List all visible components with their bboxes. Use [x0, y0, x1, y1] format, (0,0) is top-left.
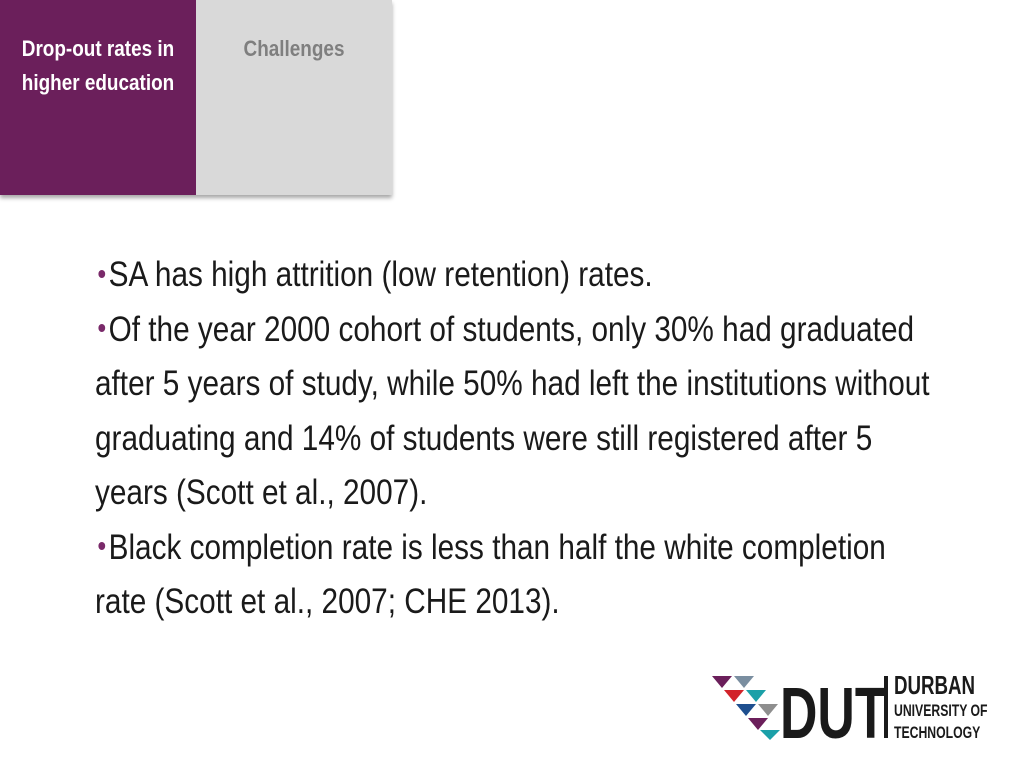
logo-shape — [760, 730, 780, 740]
logo-name-line: UNIVERSITY OF — [894, 702, 988, 720]
bullet-dot — [98, 324, 106, 333]
logo-shape — [712, 676, 732, 688]
logo-shape — [746, 690, 766, 702]
bullet: Black completion rate is less than half … — [95, 521, 945, 630]
bullet-dot — [98, 269, 106, 278]
logo-shape — [736, 704, 756, 716]
logo-name-line: TECHNOLOGY — [894, 724, 980, 742]
logo-mark: DUT — [780, 674, 887, 742]
tab-label: Drop-out rates in higher education — [21, 36, 175, 95]
logo-shape — [748, 718, 768, 730]
logo-divider — [884, 676, 888, 738]
bullet: SA has high attrition (low retention) ra… — [95, 248, 945, 303]
tab-label: Challenges — [243, 36, 345, 61]
bullet-list: SA has high attrition (low retention) ra… — [95, 248, 945, 630]
logo-shape — [758, 704, 778, 716]
bullet: Of the year 2000 cohort of students, onl… — [95, 303, 945, 521]
tab[interactable]: Drop-out rates in higher education — [0, 0, 196, 195]
bullet-text: Black completion rate is less than half … — [95, 527, 886, 622]
bullet-text: Of the year 2000 cohort of students, onl… — [95, 309, 930, 513]
logo-name-line: DURBAN — [894, 672, 975, 700]
bullet-dot — [98, 542, 106, 551]
logo-shape — [734, 676, 754, 688]
tab[interactable]: Challenges — [196, 0, 392, 195]
logo-shape — [724, 690, 744, 702]
tab-bar: Drop-out rates in higher education Challe… — [0, 0, 392, 195]
logo: DUT DURBAN UNIVERSITY OF TECHNOLOGY — [712, 672, 988, 742]
bullet-text: SA has high attrition (low retention) ra… — [108, 255, 653, 294]
